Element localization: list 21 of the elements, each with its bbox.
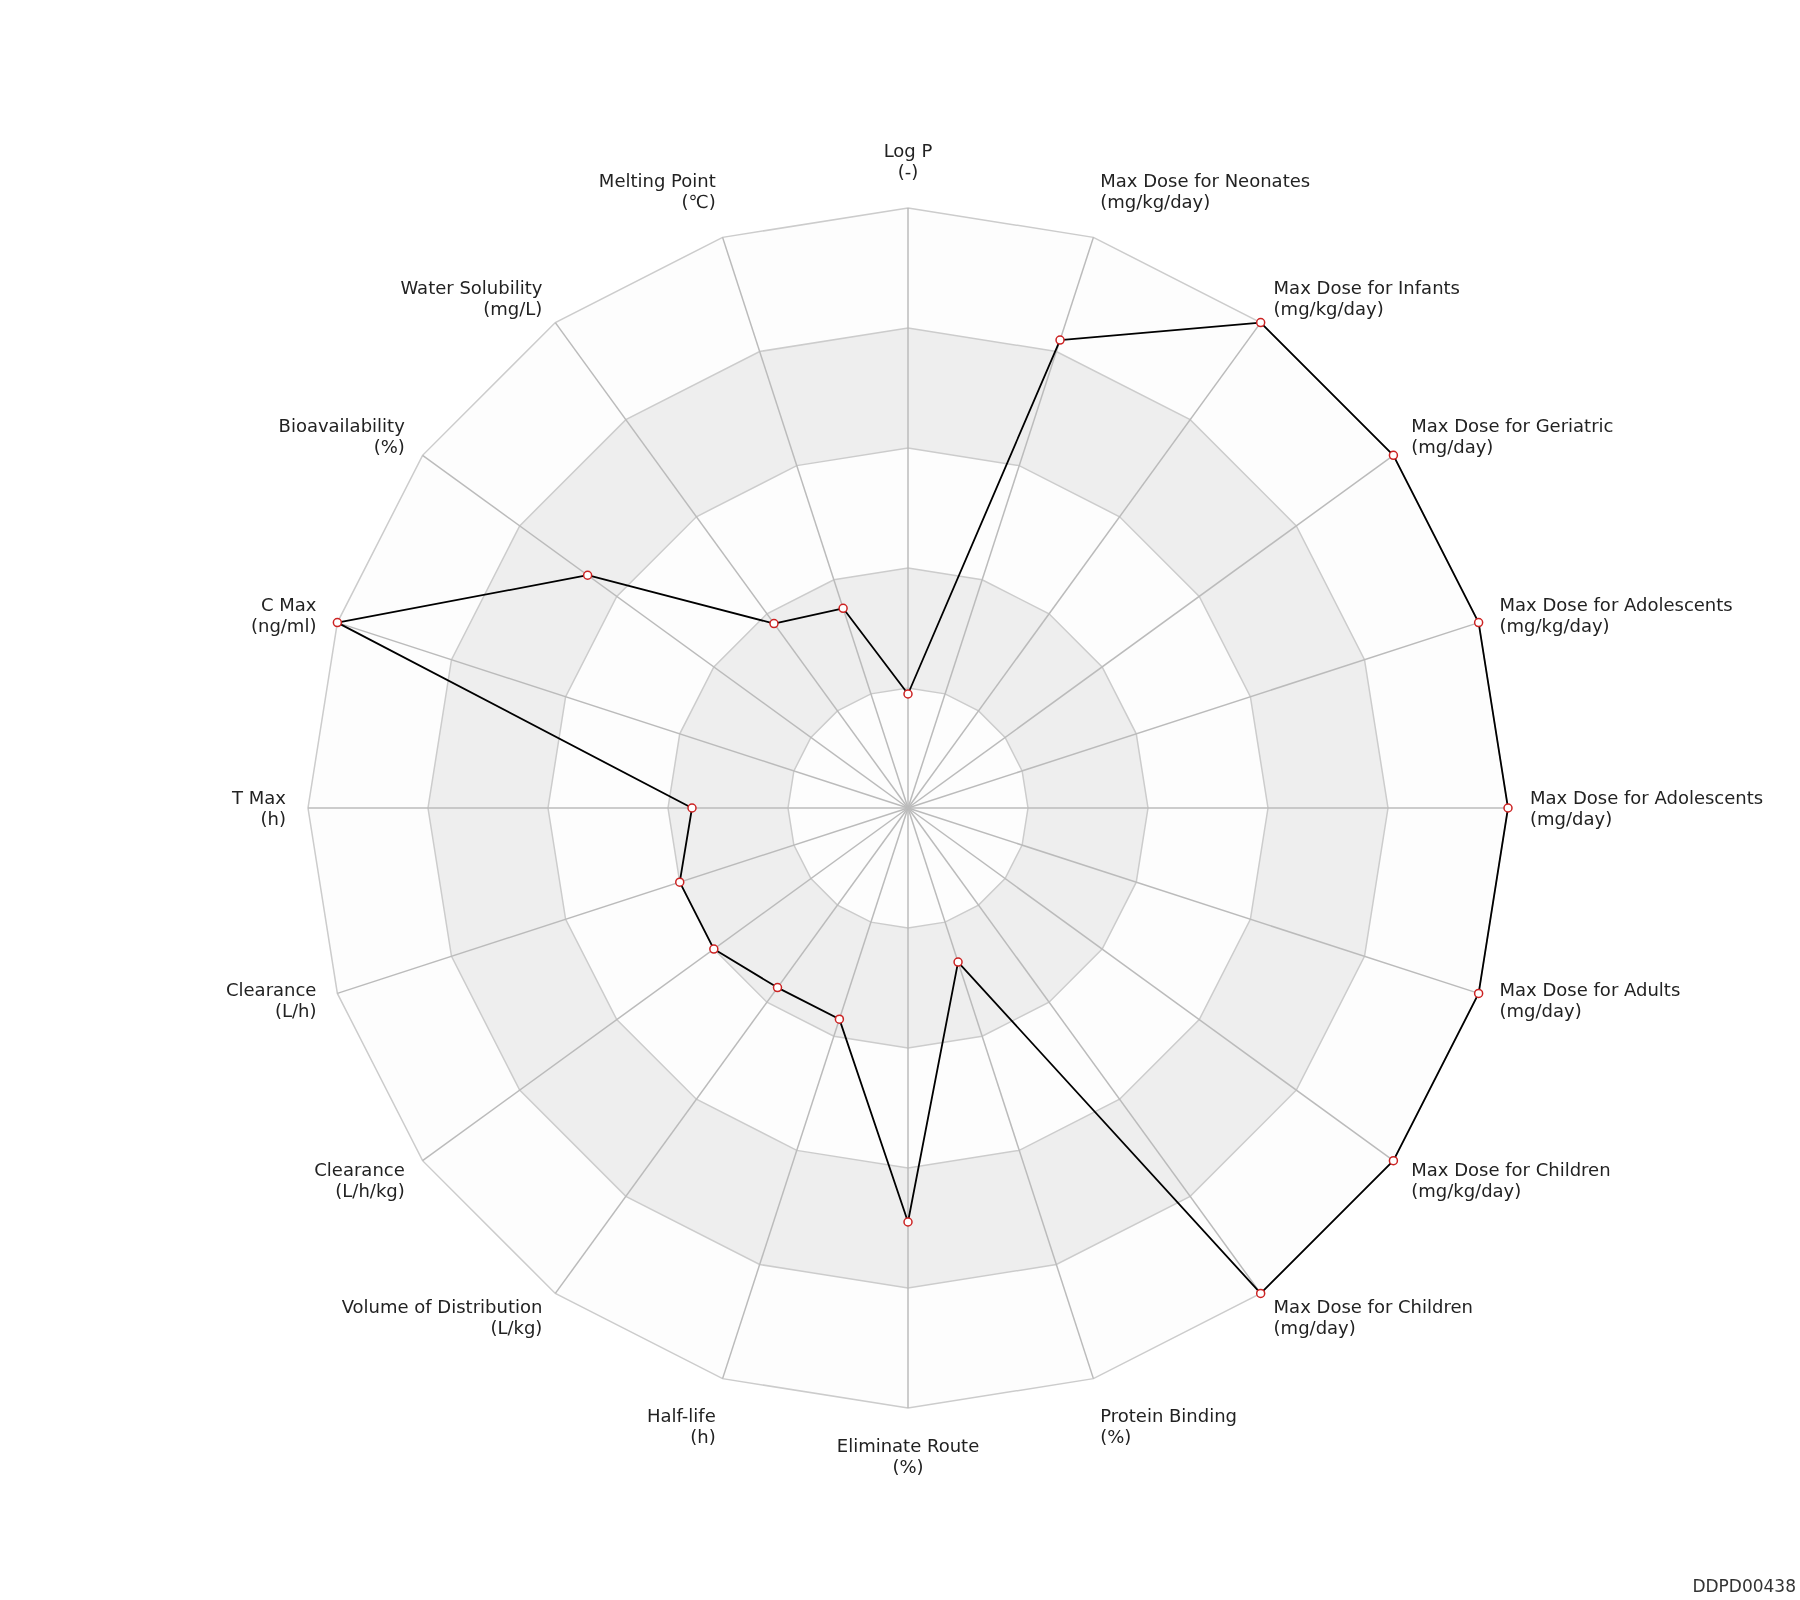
spoke-label: C Max (ng/ml) [250, 594, 317, 637]
spoke-label: Max Dose for Infants (mg/kg/day) [1273, 277, 1460, 320]
spoke-label: Max Dose for Neonates (mg/kg/day) [1100, 170, 1311, 213]
spoke-label: T Max (h) [231, 786, 287, 829]
spoke-label: Max Dose for Adolescents (mg/kg/day) [1499, 594, 1733, 637]
spoke-label: Max Dose for Children (mg/kg/day) [1411, 1158, 1611, 1201]
spoke-label: Max Dose for Adults (mg/day) [1499, 978, 1681, 1021]
spoke-label: Max Dose for Children (mg/day) [1273, 1296, 1473, 1339]
spoke-label: Log P (-) [883, 140, 933, 182]
spoke-label: Melting Point (℃) [598, 170, 716, 213]
spoke-label: Half-life (h) [646, 1404, 716, 1447]
spoke-label: Max Dose for Geriatric (mg/day) [1411, 414, 1614, 457]
spoke-label: Bioavailability (%) [278, 414, 406, 457]
spoke-label: Max Dose for Adolescents (mg/day) [1530, 786, 1764, 829]
text: DDPD00438 [1692, 1576, 1796, 1596]
spoke-label: Water Solubility (mg/L) [400, 277, 543, 320]
spoke-label: Clearance (L/h) [225, 978, 317, 1021]
spoke-label: Volume of Distribution (L/kg) [341, 1296, 543, 1339]
spoke-label: Eliminate Route (%) [836, 1435, 980, 1477]
spoke-label: Protein Binding (%) [1100, 1404, 1238, 1447]
spoke-label: Clearance (L/h/kg) [314, 1158, 405, 1201]
